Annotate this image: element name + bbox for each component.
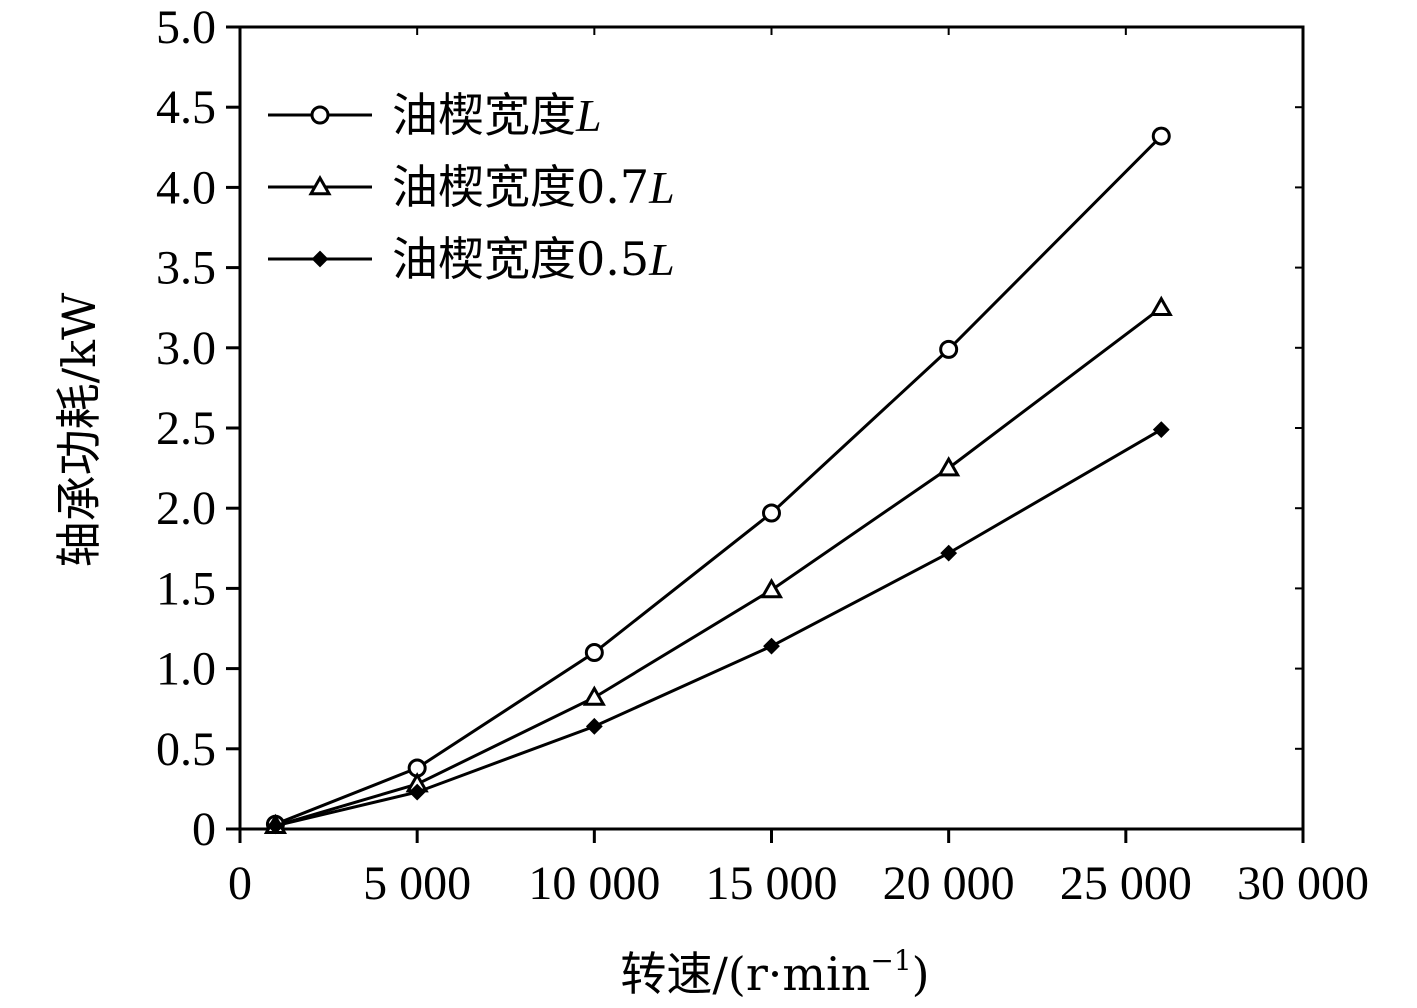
y-tick-label: 4.5 xyxy=(156,81,216,134)
plot-border xyxy=(238,25,1305,831)
x-tick-label: 10 000 xyxy=(528,857,660,910)
y-tick-label: 4.0 xyxy=(156,161,216,214)
legend-item-1: 油楔宽度L xyxy=(268,88,602,142)
legend: 油楔宽度L 油楔宽度0.7L 油楔宽度0.5L xyxy=(268,88,675,286)
x-axis-label: 转速/(r·min−1) xyxy=(620,944,929,1001)
legend-label: 油楔宽度L xyxy=(392,88,602,142)
y-tick-label: 2.5 xyxy=(156,402,216,455)
series-line xyxy=(275,306,1163,828)
y-tick-label: 3.0 xyxy=(156,322,216,375)
series-2 xyxy=(263,295,1173,835)
data-point xyxy=(582,685,606,706)
series-lines xyxy=(263,126,1173,835)
data-point xyxy=(1152,421,1170,439)
legend-label: 油楔宽度0.5L xyxy=(392,232,675,286)
plot-frame xyxy=(238,25,1305,831)
x-tick-label: 20 000 xyxy=(883,857,1015,910)
data-point xyxy=(762,503,781,523)
data-point xyxy=(584,643,604,663)
y-axis-label: 轴承功耗/kW xyxy=(52,292,106,567)
data-point xyxy=(267,817,284,835)
x-tick-label: 25 000 xyxy=(1060,857,1192,910)
series-3 xyxy=(267,421,1170,835)
y-tick-label: 0.5 xyxy=(156,723,216,776)
y-tick-label: 3.5 xyxy=(156,242,216,295)
series-line xyxy=(275,428,1163,828)
data-point xyxy=(759,577,784,599)
legend-item-2: 油楔宽度0.7L xyxy=(268,160,675,214)
data-point xyxy=(1151,126,1171,146)
legend-marker xyxy=(308,174,332,196)
y-tick-label: 1.0 xyxy=(156,643,216,696)
data-point xyxy=(940,544,958,562)
data-point xyxy=(763,637,780,655)
y-tick-label: 0 xyxy=(192,803,216,856)
x-tick-label: 30 000 xyxy=(1237,857,1369,910)
legend-marker xyxy=(311,250,329,268)
data-point xyxy=(937,456,961,477)
x-tick-label: 5 000 xyxy=(363,857,471,910)
legend-label: 油楔宽度0.7L xyxy=(392,160,675,214)
legend-marker xyxy=(310,105,330,125)
data-point xyxy=(939,339,959,359)
x-tick-label: 0 xyxy=(228,857,252,910)
data-point xyxy=(585,717,603,735)
data-point xyxy=(1149,295,1173,316)
y-tick-label: 5.0 xyxy=(156,1,216,54)
data-point xyxy=(408,783,426,801)
x-tick-label: 15 000 xyxy=(706,857,838,910)
legend-item-3: 油楔宽度0.5L xyxy=(268,232,675,286)
y-tick-label: 2.0 xyxy=(156,482,216,535)
y-tick-label: 1.5 xyxy=(156,562,216,615)
series-1 xyxy=(265,126,1171,834)
series-line xyxy=(274,135,1163,826)
axis-ticks: 0 0.5 1.0 1.5 2.0 2.5 3.0 3.5 4.0 4.5 5.0 0 5 000 10 … xyxy=(156,1,1369,910)
